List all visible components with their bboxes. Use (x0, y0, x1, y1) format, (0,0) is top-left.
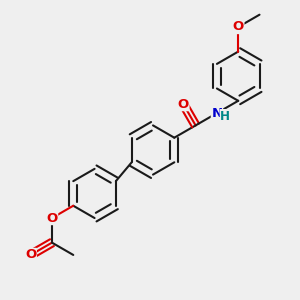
Text: N: N (212, 106, 223, 120)
Text: O: O (46, 212, 58, 224)
Text: H: H (220, 110, 230, 123)
Text: O: O (232, 20, 244, 34)
Text: O: O (25, 248, 36, 261)
Text: O: O (178, 98, 189, 111)
